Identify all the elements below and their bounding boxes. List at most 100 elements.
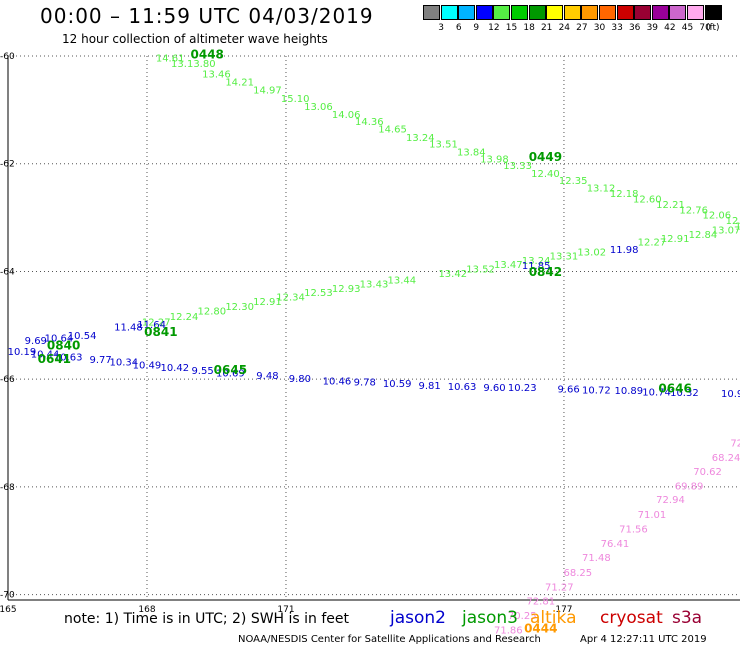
y-tick-label: -60 xyxy=(0,52,15,62)
pass-label: 0840 xyxy=(47,339,80,353)
pass-label: 0449 xyxy=(529,150,562,164)
scale-swatch xyxy=(669,5,687,20)
swh-value-jason3: 12.35 xyxy=(559,176,588,187)
scale-swatch xyxy=(458,5,476,20)
swh-value-jason2: 10.32 xyxy=(670,388,699,399)
scale-label: 18 xyxy=(523,23,535,33)
swh-value-s3a: 71.56 xyxy=(619,525,648,536)
swh-value-jason2: 9.80 xyxy=(289,374,311,385)
swh-value-jason2: 11.64 xyxy=(137,320,166,331)
swh-value-jason3: 14.21 xyxy=(225,78,254,89)
swh-value-s3a: 70.62 xyxy=(693,467,722,478)
swh-value-jason3: 13.84 xyxy=(457,148,486,159)
swh-value-jason3: 12.91 xyxy=(661,234,690,245)
swh-value-jason3: 12.60 xyxy=(633,195,662,206)
swh-value-jason2: 9.77 xyxy=(90,355,112,366)
satellite-legend-cryosat: cryosat xyxy=(600,608,663,628)
chart-title: 00:00 – 11:59 UTC 04/03/2019 xyxy=(40,4,374,28)
y-tick-label: -62 xyxy=(0,160,15,170)
swh-value-s3a: 72.94 xyxy=(656,495,685,506)
pass-label: 0641 xyxy=(38,352,71,366)
swh-value-jason3: 13.43 xyxy=(360,280,389,291)
swh-value-s3a: 76.41 xyxy=(601,539,630,550)
scale-swatch xyxy=(475,5,493,20)
scale-swatch xyxy=(599,5,616,20)
chart-subtitle: 12 hour collection of altimeter wave hei… xyxy=(62,32,328,46)
scale-swatch xyxy=(634,5,652,20)
x-tick-label: 165 xyxy=(0,605,17,615)
y-tick-label: -66 xyxy=(0,375,15,385)
swh-value-jason3: 12.84 xyxy=(689,230,718,241)
swh-value-jason2: 10.94 xyxy=(721,389,740,400)
scale-label: 12 xyxy=(488,23,500,33)
pass-label: 0448 xyxy=(191,48,224,62)
swh-value-jason2: 9.66 xyxy=(557,385,579,396)
scale-label: 39 xyxy=(646,23,659,33)
swh-value-jason2: 10.34 xyxy=(110,358,139,369)
swh-value-jason3: 12.53 xyxy=(304,288,333,299)
pass-label: 0842 xyxy=(529,265,562,279)
swh-value-s3a: 68.25 xyxy=(564,568,593,579)
y-tick-label: -64 xyxy=(0,267,15,277)
swh-value-jason3: 13.02 xyxy=(577,247,606,258)
swh-value-jason3: 12.18 xyxy=(610,189,639,200)
swh-value-jason2: 9.48 xyxy=(256,371,278,382)
swh-value-jason3: 12.87 xyxy=(735,221,740,232)
swh-value-jason2: 10.49 xyxy=(133,360,162,371)
swh-value-jason3: 14.97 xyxy=(253,86,282,97)
swh-value-jason3: 13.13.80 xyxy=(171,59,216,70)
swh-value-jason3: 12.93 xyxy=(332,284,361,295)
swh-value-s3a: 71.01 xyxy=(638,510,667,521)
swh-value-jason2: 10.59 xyxy=(383,379,412,390)
swh-value-jason3: 13.33 xyxy=(503,161,532,172)
pass-label: 0646 xyxy=(658,382,691,396)
swh-value-jason2: 9.55 xyxy=(191,366,213,377)
satellite-legend-altika: altika xyxy=(530,608,577,628)
swh-value-jason3: 14.61 xyxy=(156,53,185,64)
swh-value-jason3: 12.80 xyxy=(198,307,227,318)
swh-value-jason3: 14.36 xyxy=(355,117,384,128)
swh-value-jason2: 11.85 xyxy=(522,261,551,272)
scale-label: 45 xyxy=(681,23,694,33)
swh-value-s3a: 71.86 xyxy=(494,625,523,636)
swh-value-s3a: 71.48 xyxy=(582,553,611,564)
satellite-legend-jason3: jason3 xyxy=(462,608,518,628)
swh-value-jason3: 12.27 xyxy=(142,317,171,328)
scale-swatch xyxy=(440,5,458,20)
scale-swatch xyxy=(651,5,669,20)
swh-value-jason3: 13.31 xyxy=(550,252,579,263)
swh-value-jason2: 11.98 xyxy=(610,245,639,256)
swh-value-jason3: 13.52 xyxy=(466,265,495,276)
scale-swatch xyxy=(546,5,564,20)
swh-value-jason3: 14.06 xyxy=(332,110,361,121)
swh-value-jason3: 13.07 xyxy=(712,226,740,237)
footnote: note: 1) Time is in UTC; 2) SWH is in fe… xyxy=(64,611,350,627)
swh-value-jason2: 10.72 xyxy=(582,386,611,397)
scale-swatch xyxy=(511,5,528,20)
satellite-legend-jason2: jason2 xyxy=(390,608,446,628)
swh-value-jason3: 13.47 xyxy=(494,260,523,271)
scale-label: 42 xyxy=(664,23,676,33)
scale-swatch xyxy=(687,5,704,20)
swh-value-s3a: 70.25 xyxy=(508,611,537,622)
swh-value-jason2: 10.69 xyxy=(216,368,245,379)
scale-label: 30 xyxy=(593,23,606,33)
swh-value-jason3: 13.44 xyxy=(387,275,416,286)
swh-value-jason2: 10.19 xyxy=(8,347,37,358)
swh-value-jason2: 10.46 xyxy=(323,377,352,388)
swh-value-jason3: 12.06 xyxy=(703,211,732,222)
swh-value-jason3: 13.51 xyxy=(429,140,458,151)
scale-label: 21 xyxy=(540,23,553,33)
scale-label: 9 xyxy=(473,23,480,33)
swh-value-jason3: 14.65 xyxy=(378,124,407,135)
swh-value-jason3: 12.24 xyxy=(170,312,199,323)
swh-value-s3a: 68.24 xyxy=(712,453,740,464)
x-tick-label: 171 xyxy=(277,605,294,615)
swh-value-jason2: 9.60 xyxy=(483,383,505,394)
pass-label: 0841 xyxy=(144,325,177,339)
scale-swatch xyxy=(528,5,546,20)
swh-value-jason2: 10.44 xyxy=(31,350,60,361)
pass-label: 0444 xyxy=(524,621,557,635)
swh-value-jason2: 9.78 xyxy=(354,378,376,389)
